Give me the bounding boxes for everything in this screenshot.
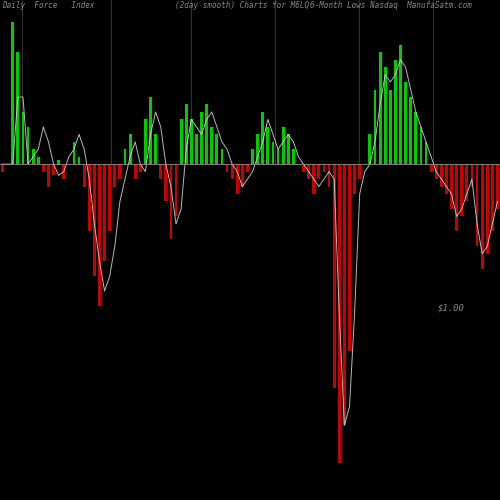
Bar (450, 164, 453, 209)
Bar (328, 164, 330, 186)
Bar (480, 164, 484, 268)
Bar (420, 127, 422, 164)
Bar (318, 164, 320, 179)
Bar (287, 134, 290, 164)
Bar (333, 164, 336, 388)
Bar (180, 120, 182, 164)
Bar (399, 45, 402, 164)
Bar (144, 120, 147, 164)
Bar (496, 164, 499, 209)
Bar (476, 164, 478, 246)
Bar (118, 164, 122, 179)
Bar (455, 164, 458, 232)
Bar (374, 90, 376, 164)
Bar (149, 97, 152, 164)
Bar (114, 164, 116, 186)
Bar (312, 164, 315, 194)
Bar (358, 164, 361, 179)
Bar (108, 164, 111, 232)
Bar (1, 164, 4, 172)
Bar (348, 164, 351, 350)
Bar (190, 120, 192, 164)
Bar (246, 164, 249, 172)
Text: Daily  Force   Index: Daily Force Index (2, 2, 95, 11)
Bar (424, 142, 428, 164)
Bar (241, 164, 244, 186)
Bar (83, 164, 86, 186)
Bar (282, 127, 284, 164)
Bar (22, 112, 25, 164)
Bar (404, 82, 407, 164)
Bar (98, 164, 101, 306)
Bar (230, 164, 234, 179)
Bar (220, 150, 224, 164)
Bar (12, 22, 14, 164)
Bar (308, 164, 310, 179)
Bar (205, 104, 208, 164)
Bar (389, 90, 392, 164)
Bar (430, 164, 432, 172)
Bar (262, 112, 264, 164)
Bar (266, 127, 270, 164)
Bar (343, 164, 346, 425)
Bar (210, 127, 213, 164)
Bar (491, 164, 494, 232)
Bar (26, 127, 30, 164)
Bar (134, 164, 136, 179)
Bar (338, 164, 340, 462)
Bar (466, 164, 468, 202)
Text: (2day smooth) Charts for M6LQ: (2day smooth) Charts for M6LQ (175, 2, 309, 11)
Bar (410, 97, 412, 164)
Bar (124, 150, 126, 164)
Text: 6-Month Lows Nasdaq  ManufaSatm.com: 6-Month Lows Nasdaq ManufaSatm.com (310, 2, 472, 11)
Bar (52, 164, 55, 175)
Bar (58, 160, 60, 164)
Bar (394, 60, 397, 164)
Bar (62, 164, 65, 179)
Bar (72, 142, 76, 164)
Bar (276, 150, 280, 164)
Bar (78, 156, 80, 164)
Bar (414, 112, 417, 164)
Text: $1.00: $1.00 (438, 303, 464, 312)
Bar (16, 52, 20, 164)
Bar (445, 164, 448, 194)
Bar (160, 164, 162, 179)
Bar (164, 164, 167, 202)
Bar (37, 156, 40, 164)
Bar (353, 164, 356, 194)
Bar (236, 164, 238, 194)
Bar (195, 134, 198, 164)
Bar (47, 164, 50, 186)
Bar (216, 134, 218, 164)
Bar (378, 52, 382, 164)
Bar (200, 112, 203, 164)
Bar (435, 164, 438, 179)
Bar (128, 134, 132, 164)
Bar (174, 164, 178, 216)
Bar (322, 164, 326, 172)
Bar (93, 164, 96, 276)
Bar (170, 164, 172, 239)
Bar (470, 164, 474, 186)
Bar (103, 164, 106, 261)
Bar (42, 164, 45, 172)
Bar (226, 164, 228, 172)
Bar (292, 150, 295, 164)
Bar (272, 142, 274, 164)
Bar (251, 150, 254, 164)
Bar (185, 104, 188, 164)
Bar (302, 164, 305, 172)
Bar (256, 134, 259, 164)
Bar (460, 164, 463, 216)
Bar (88, 164, 90, 232)
Bar (486, 164, 488, 254)
Bar (32, 150, 34, 164)
Bar (139, 164, 141, 172)
Bar (440, 164, 442, 186)
Bar (384, 67, 386, 164)
Bar (154, 134, 157, 164)
Bar (368, 134, 372, 164)
